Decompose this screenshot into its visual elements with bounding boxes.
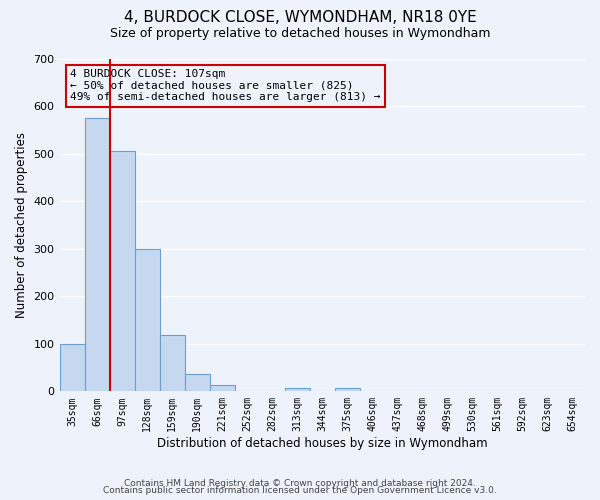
Bar	[209, 384, 235, 392]
Text: Contains public sector information licensed under the Open Government Licence v3: Contains public sector information licen…	[103, 486, 497, 495]
Bar	[185, 374, 209, 392]
Text: Size of property relative to detached houses in Wymondham: Size of property relative to detached ho…	[110, 28, 490, 40]
Y-axis label: Number of detached properties: Number of detached properties	[15, 132, 28, 318]
Text: 4 BURDOCK CLOSE: 107sqm
← 50% of detached houses are smaller (825)
49% of semi-d: 4 BURDOCK CLOSE: 107sqm ← 50% of detache…	[70, 69, 380, 102]
Bar	[85, 118, 110, 392]
Text: 4, BURDOCK CLOSE, WYMONDHAM, NR18 0YE: 4, BURDOCK CLOSE, WYMONDHAM, NR18 0YE	[124, 10, 476, 25]
X-axis label: Distribution of detached houses by size in Wymondham: Distribution of detached houses by size …	[157, 437, 488, 450]
Bar	[160, 336, 185, 392]
Bar	[335, 388, 360, 392]
Bar	[134, 249, 160, 392]
Bar	[110, 150, 134, 392]
Text: Contains HM Land Registry data © Crown copyright and database right 2024.: Contains HM Land Registry data © Crown c…	[124, 478, 476, 488]
Bar	[59, 344, 85, 392]
Bar	[285, 388, 310, 392]
